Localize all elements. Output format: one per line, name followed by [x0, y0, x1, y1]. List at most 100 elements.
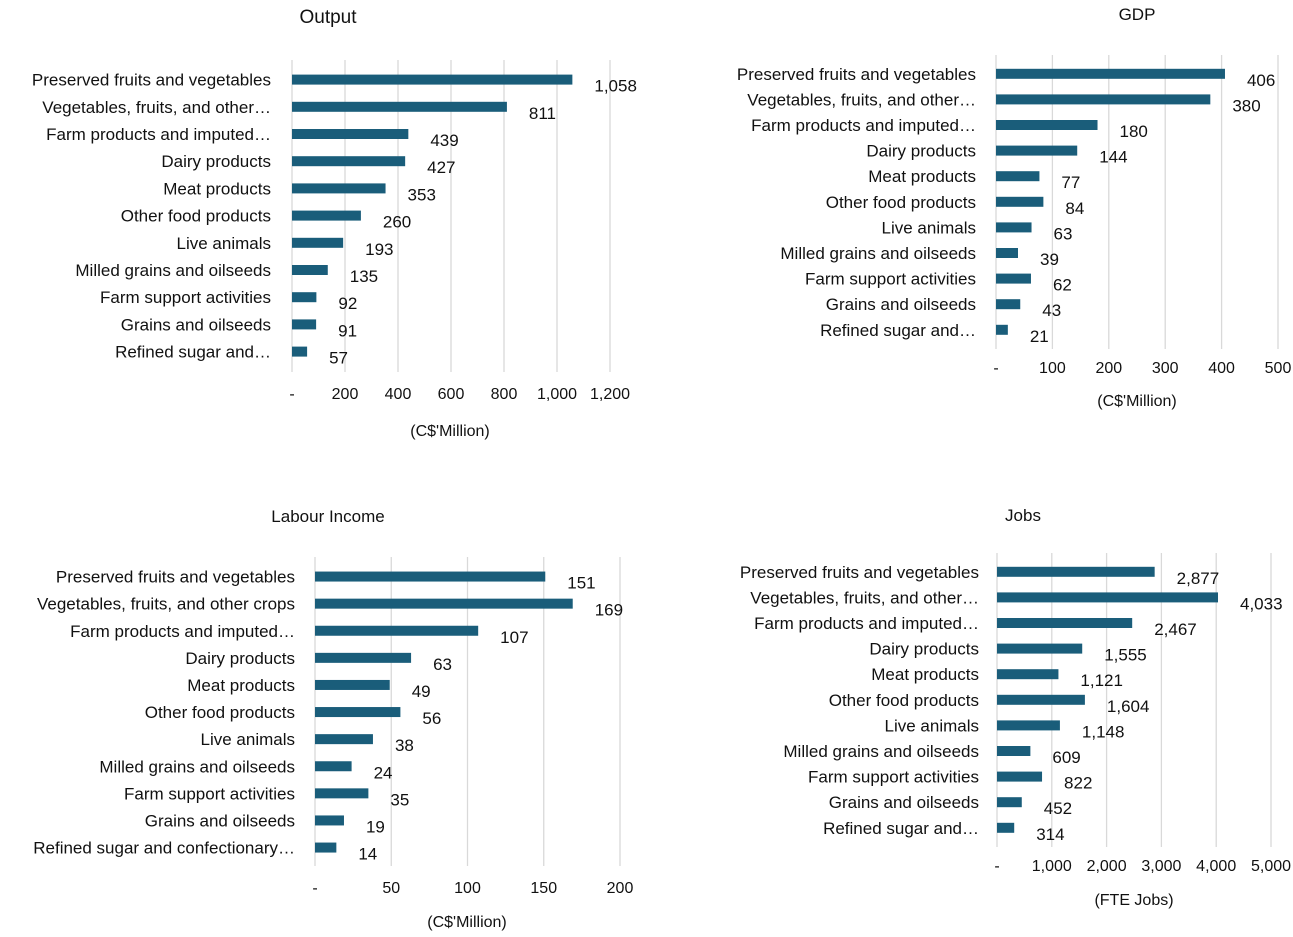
labour-bar-8: [315, 761, 352, 772]
jobs-value-label-1: 2,877: [1177, 569, 1220, 588]
output-value-label-2: 811: [529, 104, 556, 123]
jobs-category-label-10: Grains and oilseeds: [829, 793, 979, 812]
labour-value-label-4: 63: [433, 655, 452, 674]
gdp-bar-4: [996, 145, 1078, 156]
output-value-label-1: 1,058: [594, 77, 637, 96]
output-chart-svg: Output Preserved fruits and vegetables 1,0…: [32, 7, 637, 440]
output-value-label-7: 193: [365, 240, 393, 259]
labour-bar-2: [315, 598, 573, 609]
gdp-category-label-5: Meat products: [868, 167, 976, 186]
jobs-bar-6: [997, 694, 1085, 705]
labour-bar-1: [315, 571, 546, 582]
jobs-value-label-8: 609: [1052, 748, 1080, 767]
jobs-value-label-5: 1,121: [1080, 671, 1123, 690]
labour-tick-label-2: 50: [382, 880, 400, 897]
output-category-label-10: Grains and oilseeds: [121, 315, 271, 334]
output-category-label-7: Live animals: [177, 234, 272, 253]
jobs-bar-8: [997, 746, 1031, 756]
labour-bar-3: [315, 625, 479, 636]
jobs-chart: Jobs Preserved fruits and vegetables 2,877…: [646, 466, 1293, 932]
gdp-bar-3: [996, 120, 1098, 130]
jobs-category-label-5: Meat products: [871, 665, 979, 684]
labour-bar-11: [315, 842, 337, 853]
gdp-bar-9: [996, 273, 1031, 284]
output-category-label-11: Refined sugar and…: [115, 343, 271, 362]
jobs-value-label-2: 4,033: [1240, 594, 1283, 613]
gdp-category-label-6: Other food products: [826, 193, 976, 212]
gdp-tick-label-3: 200: [1095, 360, 1122, 377]
labour-bar-4: [315, 652, 412, 663]
gdp-chart-svg: GDP Preserved fruits and vegetables 406 Veg…: [737, 5, 1292, 410]
jobs-value-label-11: 314: [1036, 825, 1064, 844]
gdp-value-label-1: 406: [1247, 71, 1275, 90]
jobs-value-label-4: 1,555: [1104, 646, 1147, 665]
gdp-bar-5: [996, 171, 1040, 182]
labour-category-label-9: Farm support activities: [124, 784, 295, 803]
labour-value-label-8: 24: [374, 763, 393, 782]
gdp-value-label-2: 380: [1232, 96, 1260, 115]
gdp-category-label-10: Grains and oilseeds: [826, 295, 976, 314]
labour-x-axis-label: (C$'Million): [427, 914, 507, 931]
labour-income-chart-svg: Labour Income Preserved fruits and vegeta…: [33, 507, 633, 931]
gdp-value-label-9: 62: [1053, 276, 1072, 295]
labour-value-label-1: 151: [567, 574, 595, 593]
output-value-label-9: 92: [338, 294, 357, 313]
labour-bar-6: [315, 707, 401, 718]
jobs-bar-9: [997, 771, 1043, 782]
output-tick-label-7: 1,200: [590, 386, 630, 403]
output-bar-4: [292, 156, 406, 167]
output-chart: Output Preserved fruits and vegetables 1,0…: [0, 0, 646, 466]
gdp-chart: GDP Preserved fruits and vegetables 406 Veg…: [646, 0, 1293, 466]
labour-chart-title: Labour Income: [271, 507, 384, 526]
output-value-label-5: 353: [408, 185, 436, 204]
labour-category-label-11: Refined sugar and confectionary…: [33, 839, 295, 858]
labour-tick-label-1: -: [312, 880, 317, 897]
jobs-bar-10: [997, 797, 1022, 808]
jobs-bar-2: [997, 592, 1219, 603]
jobs-tick-label-2: 1,000: [1032, 858, 1072, 875]
output-tick-label-5: 800: [491, 386, 518, 403]
output-tick-label-3: 400: [385, 386, 412, 403]
jobs-tick-label-5: 4,000: [1196, 858, 1236, 875]
jobs-category-label-8: Milled grains and oilseeds: [783, 742, 979, 761]
labour-bar-5: [315, 679, 390, 690]
gdp-bar-7: [996, 222, 1032, 233]
jobs-bar-4: [997, 643, 1083, 654]
labour-bar-10: [315, 815, 344, 826]
jobs-tick-label-1: -: [994, 858, 999, 875]
output-bar-9: [292, 292, 317, 303]
gdp-bar-10: [996, 299, 1021, 310]
gdp-bar-8: [996, 248, 1018, 258]
jobs-category-label-1: Preserved fruits and vegetables: [740, 563, 979, 582]
labour-category-label-5: Meat products: [187, 676, 295, 695]
jobs-x-axis-label: (FTE Jobs): [1094, 892, 1173, 909]
jobs-tick-label-6: 5,000: [1251, 858, 1291, 875]
output-category-label-9: Farm support activities: [100, 288, 271, 307]
gdp-tick-label-5: 400: [1208, 360, 1235, 377]
labour-category-label-10: Grains and oilseeds: [145, 811, 295, 830]
output-tick-label-2: 200: [332, 386, 359, 403]
gdp-bar-2: [996, 94, 1211, 105]
labour-income-chart: Labour Income Preserved fruits and vegeta…: [0, 466, 646, 932]
labour-tick-label-4: 150: [530, 880, 557, 897]
output-category-label-2: Vegetables, fruits, and other…: [42, 98, 271, 117]
output-bar-2: [292, 101, 507, 112]
output-bar-11: [292, 346, 308, 357]
jobs-category-label-4: Dairy products: [869, 640, 979, 659]
jobs-bar-3: [997, 618, 1133, 628]
gdp-category-label-2: Vegetables, fruits, and other…: [747, 90, 976, 109]
jobs-bar-5: [997, 669, 1059, 680]
output-value-label-4: 427: [427, 158, 455, 177]
gdp-value-label-5: 77: [1061, 173, 1080, 192]
output-tick-label-4: 600: [438, 386, 465, 403]
output-category-label-8: Milled grains and oilseeds: [75, 261, 271, 280]
gdp-category-label-11: Refined sugar and…: [820, 321, 976, 340]
gdp-category-label-8: Milled grains and oilseeds: [780, 244, 976, 263]
labour-bar-9: [315, 788, 369, 799]
gdp-bar-6: [996, 196, 1044, 207]
labour-value-label-3: 107: [500, 628, 528, 647]
output-category-label-4: Dairy products: [161, 152, 271, 171]
labour-value-label-9: 35: [390, 790, 409, 809]
gdp-tick-label-1: -: [993, 360, 998, 377]
jobs-category-label-2: Vegetables, fruits, and other…: [750, 588, 979, 607]
